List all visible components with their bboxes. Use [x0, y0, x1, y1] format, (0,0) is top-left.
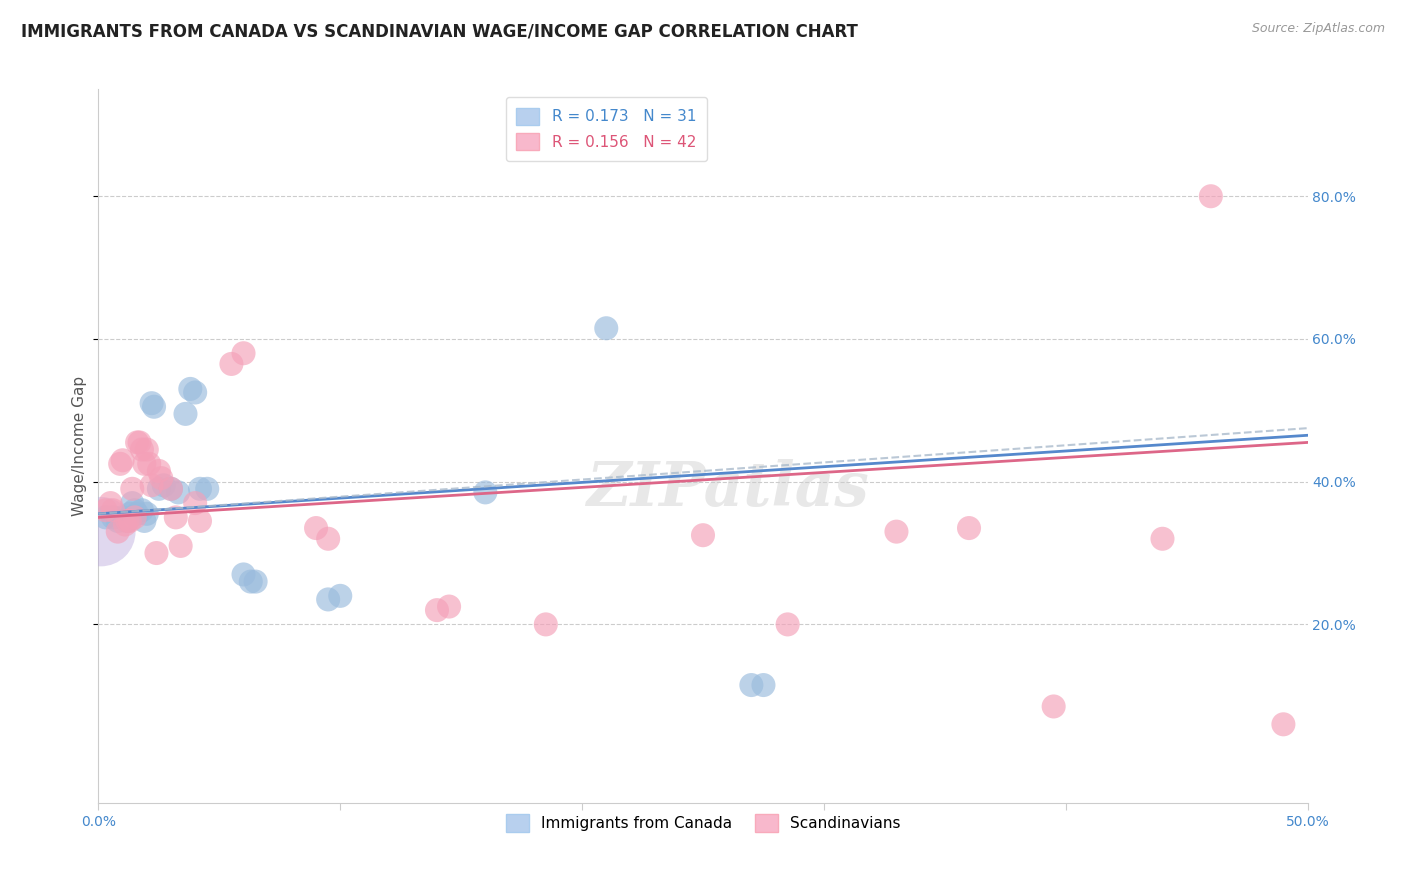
Point: [117, 514, 139, 528]
Point: [957, 521, 980, 535]
Point: [135, 507, 157, 521]
Point: [188, 514, 211, 528]
Point: [114, 517, 136, 532]
Point: [1152, 532, 1174, 546]
Legend: Immigrants from Canada, Scandinavians: Immigrants from Canada, Scandinavians: [499, 808, 907, 838]
Point: [128, 435, 150, 450]
Point: [121, 482, 143, 496]
Point: [426, 603, 449, 617]
Point: [118, 514, 141, 528]
Point: [117, 514, 139, 528]
Point: [90, 524, 112, 539]
Point: [94, 503, 117, 517]
Point: [160, 482, 183, 496]
Point: [169, 539, 191, 553]
Y-axis label: Wage/Income Gap: Wage/Income Gap: [72, 376, 87, 516]
Point: [776, 617, 799, 632]
Point: [184, 385, 207, 400]
Point: [1042, 699, 1064, 714]
Point: [111, 510, 134, 524]
Point: [107, 524, 129, 539]
Point: [179, 382, 201, 396]
Point: [152, 478, 174, 492]
Point: [1199, 189, 1222, 203]
Point: [111, 453, 134, 467]
Point: [131, 503, 153, 517]
Point: [195, 482, 218, 496]
Point: [135, 442, 157, 457]
Point: [239, 574, 262, 589]
Point: [134, 457, 156, 471]
Point: [167, 485, 190, 500]
Point: [595, 321, 617, 335]
Point: [1272, 717, 1295, 731]
Point: [150, 471, 173, 485]
Point: [124, 510, 146, 524]
Point: [174, 407, 197, 421]
Point: [100, 496, 122, 510]
Point: [534, 617, 557, 632]
Point: [134, 514, 156, 528]
Point: [740, 678, 762, 692]
Point: [232, 567, 254, 582]
Point: [188, 482, 211, 496]
Point: [138, 457, 160, 471]
Point: [165, 510, 187, 524]
Point: [131, 442, 153, 457]
Point: [316, 532, 339, 546]
Point: [305, 521, 328, 535]
Point: [127, 507, 149, 521]
Point: [108, 457, 131, 471]
Point: [101, 503, 124, 517]
Point: [221, 357, 243, 371]
Point: [148, 464, 170, 478]
Point: [118, 507, 141, 521]
Point: [121, 496, 143, 510]
Point: [141, 478, 163, 492]
Point: [437, 599, 460, 614]
Point: [245, 574, 267, 589]
Point: [101, 510, 124, 524]
Point: [141, 396, 163, 410]
Point: [145, 546, 167, 560]
Point: [329, 589, 352, 603]
Point: [474, 485, 496, 500]
Point: [94, 510, 117, 524]
Point: [316, 592, 339, 607]
Point: [107, 514, 129, 528]
Point: [124, 503, 146, 517]
Text: IMMIGRANTS FROM CANADA VS SCANDINAVIAN WAGE/INCOME GAP CORRELATION CHART: IMMIGRANTS FROM CANADA VS SCANDINAVIAN W…: [21, 22, 858, 40]
Point: [143, 400, 166, 414]
Point: [160, 482, 183, 496]
Point: [232, 346, 254, 360]
Text: Source: ZipAtlas.com: Source: ZipAtlas.com: [1251, 22, 1385, 36]
Point: [752, 678, 775, 692]
Point: [148, 482, 170, 496]
Point: [127, 435, 149, 450]
Point: [184, 496, 207, 510]
Text: ZIPatlas: ZIPatlas: [586, 458, 869, 519]
Point: [692, 528, 714, 542]
Point: [886, 524, 908, 539]
